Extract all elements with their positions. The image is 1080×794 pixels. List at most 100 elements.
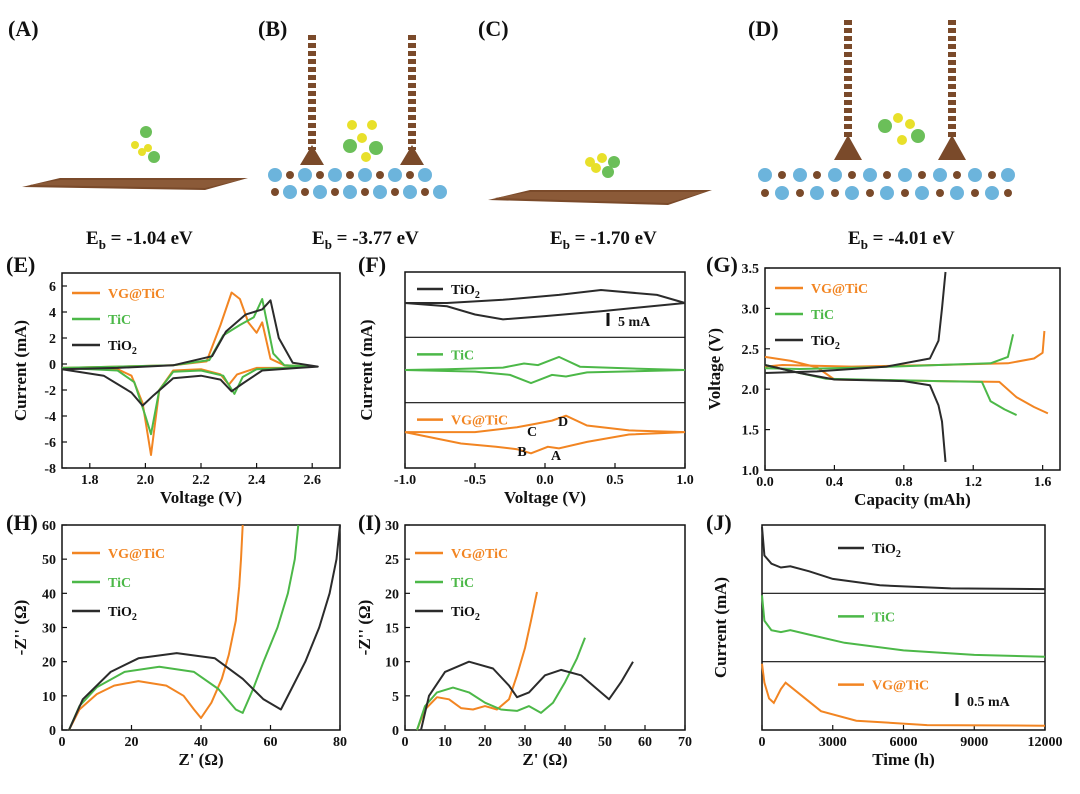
panel-label-d: (D) [748,16,779,41]
legend-label: TiC [451,348,474,363]
x-tick-label: 50 [598,735,612,750]
y-axis-label: Current (mA) [357,319,376,420]
y-tick-label: 20 [42,656,56,671]
series-line [61,299,319,407]
series-line [68,524,300,731]
scale-bar-label: 5 mA [618,315,651,330]
y-axis-label: -Z'' (Ω) [355,600,374,656]
x-axis-label: Capacity (mAh) [854,490,971,509]
legend-label: TiO2 [872,542,901,560]
li2s-cluster-a [131,126,160,163]
series-line [764,334,1015,370]
x-axis-label: Voltage (V) [160,488,242,507]
y-tick-label: 4 [49,306,56,321]
x-tick-label: 60 [638,735,652,750]
series-line [420,660,634,731]
x-axis-label: Z' (Ω) [178,750,223,769]
x-tick-label: 6000 [890,735,918,750]
x-tick-label: 40 [194,735,208,750]
y-tick-label: 0 [49,358,56,373]
series-line [761,526,1046,591]
graphene-sheet-c [488,190,712,205]
y-axis-label: Current (mA) [11,320,30,421]
x-tick-label: 0 [59,735,66,750]
y-tick-label: 3.5 [742,262,760,277]
y-tick-label: 50 [42,553,56,568]
legend-label: TiO2 [451,605,480,623]
x-tick-label: 60 [264,735,278,750]
series-line [764,330,1046,368]
series-line [404,414,686,455]
legend-label: TiO2 [451,283,480,301]
legend-label: VG@TiC [451,414,508,429]
x-tick-label: 1.0 [676,473,694,488]
x-tick-label: 10 [438,735,452,750]
y-tick-label: 30 [42,622,56,637]
x-tick-label: 2.6 [303,473,321,488]
legend-label: VG@TiC [108,547,165,562]
y-tick-label: -4 [44,410,56,425]
legend-label: TiC [451,576,474,591]
y-tick-label: 2.5 [742,343,760,358]
y-tick-label: 25 [385,553,399,568]
y-tick-label: 30 [385,519,399,534]
panel-label: (E) [6,252,35,277]
y-tick-label: 20 [385,587,399,602]
tic-slab-b [268,168,447,199]
series-line [404,288,686,321]
tic-slab-d [758,168,1015,200]
x-tick-label: -1.0 [394,473,416,488]
x-tick-label: 0 [402,735,409,750]
chart-f: (F) -1.0 -0.5 0.0 0.5 1.0 Voltage (V) Current (… [357,252,694,507]
x-tick-label: 0.8 [895,475,913,490]
panel-label: (H) [6,510,38,535]
chart-j: (J) 0 3000 6000 9000 12000 Time (h) Current (mA… [706,510,1063,769]
eb-label-c: Eb = -1.70 eV [550,228,657,252]
x-tick-label: 40 [558,735,572,750]
chart-g: (G) 0.0 0.4 0.8 1.2 1.6 1.0 1.5 2.0 2.5 3.0 3.5 Capa… [705,252,1061,509]
x-tick-label: 2.2 [192,473,210,488]
series-line [404,355,686,385]
series-line [761,663,1046,727]
plot-frame [61,524,341,731]
y-tick-label: 6 [49,280,56,295]
x-tick-label: 1.2 [964,475,982,490]
legend-label: TiO2 [108,339,137,357]
y-tick-label: 10 [385,656,399,671]
peak-label-a: A [551,449,562,464]
x-tick-label: 9000 [960,735,988,750]
legend-label: TiO2 [811,334,840,352]
x-tick-label: 2.4 [248,473,266,488]
x-tick-label: 1.8 [81,473,99,488]
y-tick-label: -6 [44,436,56,451]
series-line [68,524,341,731]
x-tick-label: 2.0 [137,473,155,488]
x-axis-label: Z' (Ω) [522,750,567,769]
chart-e: (E) 1.8 2.0 2.2 2.4 2.6 -8 -6 -4 -2 0 2 4 6 Voltage (V… [6,252,341,507]
eb-label-b: Eb = -3.77 eV [312,228,419,252]
x-tick-label: 20 [125,735,139,750]
eb-label-a: Eb = -1.04 eV [86,228,193,252]
series-line [68,524,244,731]
panel-label-a: (A) [8,16,39,41]
legend-label: VG@TiC [872,679,929,694]
x-tick-label: 20 [478,735,492,750]
x-tick-label: 70 [678,735,692,750]
series-line [764,271,947,374]
panel-c: (C) Eb = -1.70 eV [478,16,712,252]
peak-label-c: C [527,425,537,440]
legend-label: TiC [872,610,895,625]
y-tick-label: -2 [44,384,56,399]
x-tick-label: 30 [518,735,532,750]
x-tick-label: -0.5 [464,473,486,488]
y-tick-label: 15 [385,622,399,637]
x-tick-label: 12000 [1028,735,1063,750]
y-tick-label: 10 [42,690,56,705]
legend-label: TiC [811,308,834,323]
li2s-cluster-d [878,113,925,145]
y-axis-label: Voltage (V) [705,328,724,410]
panel-label-c: (C) [478,16,509,41]
series-line [761,595,1046,658]
